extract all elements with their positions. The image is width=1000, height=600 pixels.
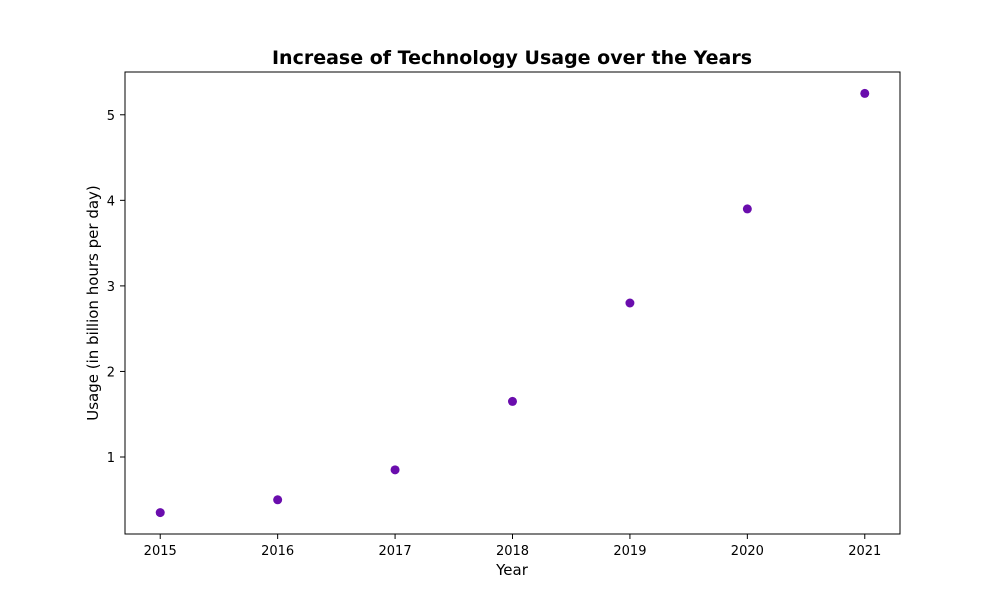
x-axis: 2015 2016 2017 2018 2019 2020 2021 bbox=[144, 534, 881, 559]
x-tick-label: 2018 bbox=[496, 544, 529, 559]
x-tick-label: 2015 bbox=[144, 544, 177, 559]
y-tick-label: 3 bbox=[107, 280, 115, 295]
y-tick-label: 4 bbox=[107, 194, 115, 209]
y-axis-label: Usage (in billion hours per day) bbox=[84, 185, 102, 421]
plot-area bbox=[124, 71, 901, 535]
data-point bbox=[155, 508, 165, 518]
y-tick-label: 5 bbox=[107, 109, 115, 124]
data-point bbox=[273, 495, 283, 505]
data-point bbox=[742, 204, 752, 214]
x-tick-label: 2020 bbox=[731, 544, 764, 559]
y-axis: 1 2 3 4 5 bbox=[107, 109, 125, 466]
x-tick-label: 2021 bbox=[848, 544, 881, 559]
data-points bbox=[155, 88, 870, 518]
data-point bbox=[860, 88, 870, 98]
chart-title: Increase of Technology Usage over the Ye… bbox=[272, 47, 752, 69]
x-tick-label: 2017 bbox=[379, 544, 412, 559]
data-point bbox=[390, 465, 400, 475]
x-tick-label: 2019 bbox=[613, 544, 646, 559]
data-point bbox=[625, 298, 635, 308]
data-point bbox=[508, 396, 517, 406]
x-axis-label: Year bbox=[495, 561, 529, 579]
x-tick-label: 2016 bbox=[261, 544, 294, 559]
y-tick-label: 1 bbox=[107, 451, 115, 466]
y-tick-label: 2 bbox=[107, 365, 115, 380]
